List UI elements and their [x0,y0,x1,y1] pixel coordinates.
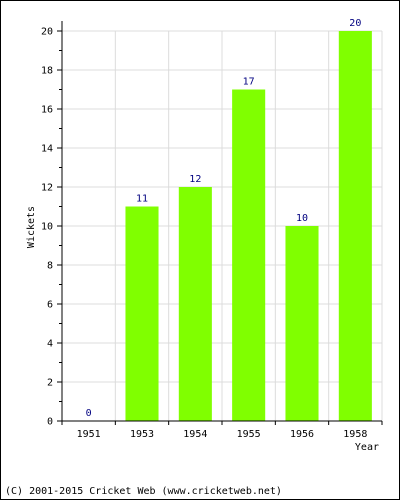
data-label: 12 [189,174,201,185]
bar [125,206,159,421]
axes [57,21,383,425]
y-tick-label: 0 [47,417,53,428]
x-tick-label: 1951 [77,429,101,440]
data-label: 11 [136,194,148,205]
y-tick-label: 10 [41,222,53,233]
y-axis-label: Wickets [26,206,37,248]
bars [125,31,372,421]
x-tick-label: 1958 [343,429,367,440]
x-tick-label: 1955 [237,429,261,440]
x-tick-label: 1954 [183,429,207,440]
data-label: 17 [243,77,255,88]
data-label: 10 [296,213,308,224]
bar [285,226,319,421]
value-labels: 0 11 12 17 10 20 [86,18,362,419]
x-tick-label: 1956 [290,429,314,440]
y-tick-label: 14 [41,144,53,155]
copyright-text: (C) 2001-2015 Cricket Web (www.cricketwe… [5,486,282,497]
y-tick-label: 4 [47,339,53,350]
x-tick-label: 1953 [130,429,154,440]
bar [338,31,372,421]
data-label: 20 [349,18,361,29]
grid-lines [62,30,383,421]
y-tick-label: 16 [41,105,53,116]
y-tick-label: 8 [47,261,53,272]
y-tick-label: 6 [47,300,53,311]
y-tick-labels: 0 2 4 6 8 10 12 14 16 18 20 [41,27,53,428]
x-axis-label: Year [355,442,379,453]
y-tick-label: 20 [41,27,53,38]
y-tick-label: 2 [47,378,53,389]
data-label: 0 [86,408,92,419]
bar [178,187,212,421]
y-tick-label: 12 [41,183,53,194]
x-tick-labels: 1951 1953 1954 1955 1956 1958 [77,429,368,440]
bar [232,89,266,421]
y-tick-label: 18 [41,66,53,77]
